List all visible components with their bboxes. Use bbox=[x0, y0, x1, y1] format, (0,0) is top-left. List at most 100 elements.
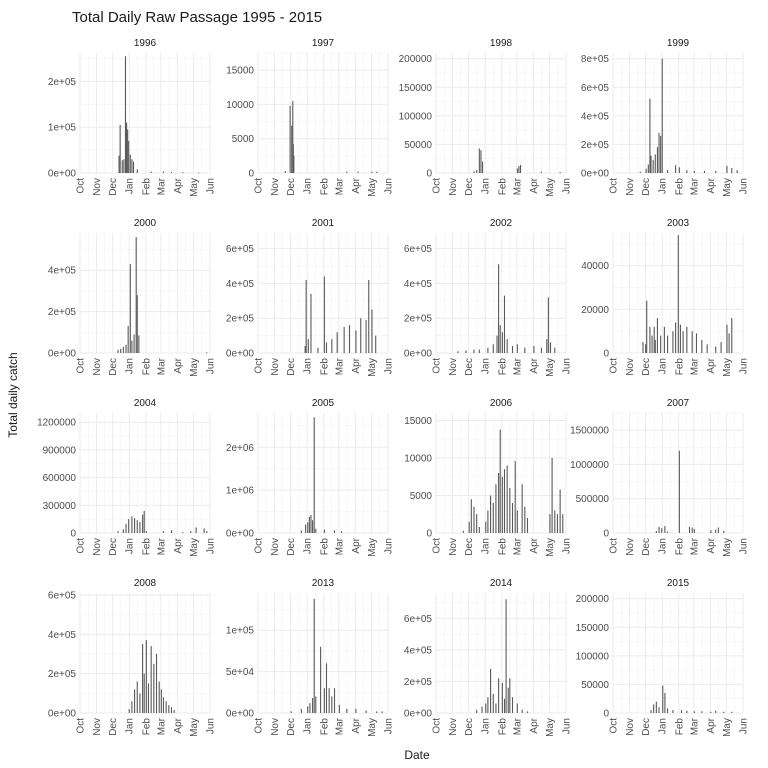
facet-strip-label: 2007 bbox=[667, 398, 690, 409]
x-tick-label: Dec bbox=[641, 538, 652, 556]
bar bbox=[476, 514, 478, 533]
y-tick-label: 600000 bbox=[43, 473, 77, 484]
bar bbox=[135, 237, 137, 353]
facet-panel: 2006 Oct Nov Dec Jan Feb Mar Apr May Jun 0 5000 1000… bbox=[404, 398, 572, 557]
bar bbox=[143, 673, 145, 713]
bar bbox=[487, 697, 489, 713]
x-tick-label: Mar bbox=[689, 537, 700, 555]
x-tick-label: Jun bbox=[384, 718, 395, 734]
bar bbox=[300, 708, 302, 713]
y-tick-label: 10000 bbox=[226, 100, 254, 111]
y-tick-label: 4e+05 bbox=[404, 645, 433, 656]
bar bbox=[118, 155, 120, 173]
y-tick-label: 1e+06 bbox=[226, 486, 255, 497]
bar bbox=[476, 170, 478, 173]
bar bbox=[143, 510, 145, 533]
bar bbox=[182, 172, 184, 173]
facet-strip-label: 1999 bbox=[667, 38, 690, 49]
x-tick-label: Oct bbox=[76, 718, 87, 734]
bar bbox=[691, 331, 693, 353]
y-tick-label: 1500000 bbox=[570, 426, 609, 437]
bar bbox=[120, 348, 122, 353]
bar bbox=[153, 663, 155, 713]
x-tick-label: Jun bbox=[562, 178, 573, 194]
bar bbox=[131, 516, 133, 533]
x-tick-label: May bbox=[545, 178, 556, 197]
bar bbox=[505, 599, 507, 713]
y-tick-label: 0e+00 bbox=[226, 349, 255, 360]
bar bbox=[357, 171, 359, 173]
bar bbox=[549, 514, 551, 533]
facet-panel: 1996 Oct Nov Dec Jan Feb Mar Apr May Jun 0e+00 1e+0… bbox=[48, 38, 217, 197]
x-tick-label: Mar bbox=[334, 537, 345, 555]
bar bbox=[731, 318, 733, 353]
y-tick-label: 2e+05 bbox=[48, 77, 77, 88]
bar bbox=[182, 532, 184, 533]
bar bbox=[501, 332, 503, 353]
bar bbox=[348, 325, 351, 353]
x-tick-label: Oct bbox=[609, 178, 620, 194]
bar bbox=[731, 168, 733, 173]
y-tick-label: 100000 bbox=[399, 111, 433, 122]
y-tick-label: 2e+05 bbox=[404, 677, 433, 688]
x-tick-label: Jun bbox=[562, 538, 573, 554]
bar bbox=[162, 531, 165, 533]
bar bbox=[331, 696, 333, 713]
x-tick-label: Apr bbox=[351, 357, 362, 373]
bar bbox=[158, 681, 160, 713]
bar bbox=[308, 516, 310, 533]
bar bbox=[675, 322, 677, 353]
y-tick-label: 4e+05 bbox=[226, 279, 255, 290]
x-tick-label: Jan bbox=[481, 178, 492, 194]
x-tick-label: Jun bbox=[206, 718, 217, 734]
bar bbox=[559, 489, 561, 533]
y-tick-label: 50000 bbox=[404, 140, 432, 151]
bar bbox=[562, 514, 564, 533]
bar bbox=[468, 521, 470, 533]
facet-panel: 1997 Oct Nov Dec Jan Feb Mar Apr May Jun 0 5000 1000… bbox=[226, 38, 394, 197]
y-tick-label: 15000 bbox=[404, 416, 432, 427]
bar bbox=[645, 168, 647, 173]
x-tick-label: Dec bbox=[108, 178, 119, 196]
bar bbox=[333, 688, 336, 713]
bar bbox=[490, 668, 492, 713]
bar bbox=[304, 346, 306, 353]
x-tick-label: Nov bbox=[270, 538, 281, 556]
x-tick-label: Apr bbox=[529, 357, 540, 373]
x-tick-label: Jun bbox=[562, 718, 573, 734]
y-tick-label: 1e+05 bbox=[226, 626, 255, 637]
chart-title: Total Daily Raw Passage 1995 - 2015 bbox=[72, 9, 322, 26]
x-tick-label: Feb bbox=[674, 358, 685, 376]
y-tick-label: 0 bbox=[248, 169, 254, 180]
x-tick-label: Mar bbox=[512, 177, 523, 195]
x-tick-label: Nov bbox=[448, 178, 459, 196]
x-tick-label: Mar bbox=[156, 177, 167, 195]
x-tick-label: Oct bbox=[76, 538, 87, 554]
bar bbox=[492, 344, 494, 353]
bar bbox=[660, 135, 662, 173]
x-tick-label: Apr bbox=[173, 357, 184, 373]
x-tick-label: Mar bbox=[512, 537, 523, 555]
bar bbox=[465, 350, 467, 353]
bar bbox=[136, 681, 138, 713]
bar bbox=[307, 706, 309, 713]
y-tick-label: 0e+00 bbox=[48, 709, 77, 720]
x-tick-label: Jun bbox=[206, 178, 217, 194]
y-tick-label: 6e+05 bbox=[48, 590, 77, 601]
x-tick-label: Dec bbox=[464, 178, 475, 196]
y-tick-label: 50000 bbox=[581, 680, 609, 691]
bar bbox=[547, 297, 549, 353]
bar bbox=[495, 484, 497, 533]
bar bbox=[124, 56, 127, 173]
bar bbox=[490, 495, 492, 533]
facet-strip-label: 2000 bbox=[134, 218, 157, 229]
x-tick-label: Apr bbox=[706, 537, 717, 553]
bar bbox=[656, 147, 658, 173]
y-axis-title: Total daily catch bbox=[6, 352, 20, 437]
bar bbox=[506, 339, 508, 353]
bar bbox=[168, 705, 170, 713]
bar bbox=[672, 331, 674, 353]
bar bbox=[549, 342, 552, 353]
y-tick-label: 0 bbox=[603, 529, 609, 540]
